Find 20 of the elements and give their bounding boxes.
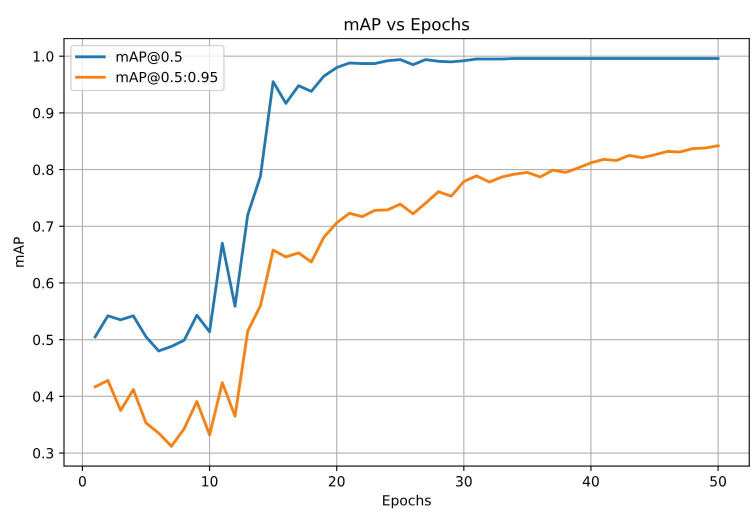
x-axis-title: Epochs	[383, 494, 431, 508]
y-tick-label: 0.6	[33, 278, 54, 288]
line-series	[94, 144, 720, 448]
x-tick-label: 40	[582, 476, 599, 487]
y-tick-label: 0.7	[33, 221, 54, 232]
chart-title: mAP vs Epochs	[344, 18, 470, 34]
y-tick-label: 0.8	[33, 164, 54, 176]
y-tick-label: 0.9	[33, 108, 54, 118]
legend-label: mAP@0.5:0.95	[116, 72, 218, 84]
y-tick-label: 0.3	[33, 448, 54, 459]
x-tick-label: 0	[78, 476, 86, 487]
x-tick-label: 10	[202, 476, 218, 487]
y-tick-label: 0.4	[33, 391, 54, 402]
y-tick-label: 0.5	[33, 334, 54, 346]
x-tick-label: 50	[710, 476, 726, 487]
x-tick-label: 30	[456, 476, 472, 487]
x-tick-label: 20	[328, 476, 345, 487]
legend-label: mAP@0.5	[116, 51, 182, 64]
y-tick-label: 1.0	[34, 51, 54, 62]
y-axis-title: mAP	[14, 237, 24, 267]
